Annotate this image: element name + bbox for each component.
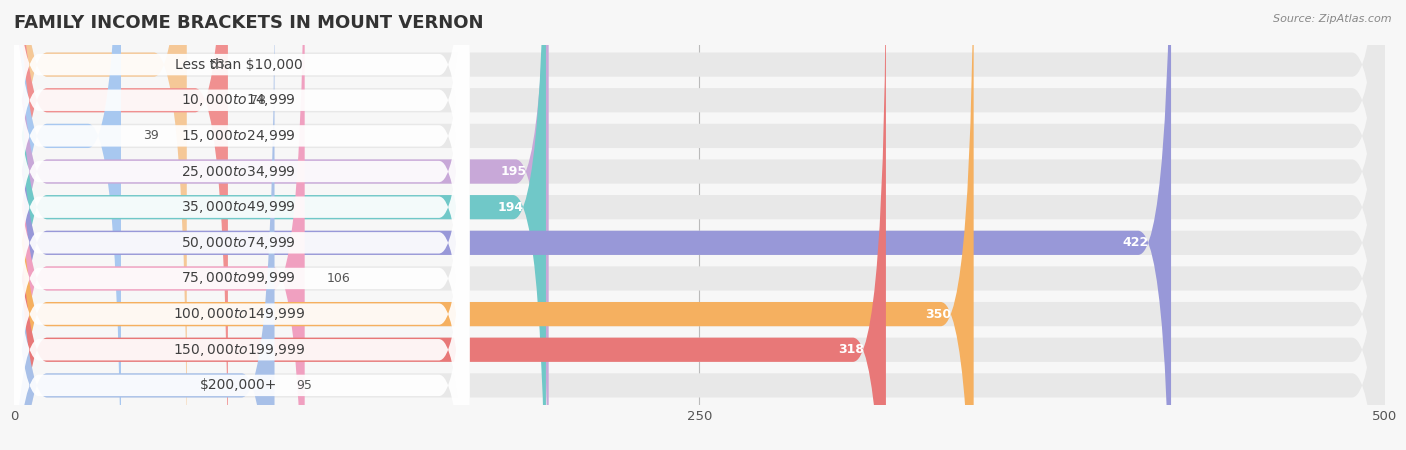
FancyBboxPatch shape — [8, 0, 470, 446]
Text: 422: 422 — [1123, 236, 1149, 249]
FancyBboxPatch shape — [14, 0, 546, 450]
FancyBboxPatch shape — [14, 0, 1385, 450]
Text: $150,000 to $199,999: $150,000 to $199,999 — [173, 342, 305, 358]
FancyBboxPatch shape — [14, 0, 886, 450]
Text: $15,000 to $24,999: $15,000 to $24,999 — [181, 128, 297, 144]
FancyBboxPatch shape — [14, 0, 1385, 450]
Text: $200,000+: $200,000+ — [200, 378, 277, 392]
FancyBboxPatch shape — [14, 0, 228, 450]
FancyBboxPatch shape — [8, 0, 470, 450]
FancyBboxPatch shape — [14, 0, 1171, 450]
FancyBboxPatch shape — [8, 0, 470, 450]
FancyBboxPatch shape — [14, 0, 974, 450]
Text: 78: 78 — [250, 94, 266, 107]
FancyBboxPatch shape — [14, 0, 305, 450]
FancyBboxPatch shape — [14, 0, 1385, 450]
Text: $35,000 to $49,999: $35,000 to $49,999 — [181, 199, 297, 215]
FancyBboxPatch shape — [14, 0, 1385, 450]
Text: FAMILY INCOME BRACKETS IN MOUNT VERNON: FAMILY INCOME BRACKETS IN MOUNT VERNON — [14, 14, 484, 32]
Text: 194: 194 — [498, 201, 524, 214]
Text: $50,000 to $74,999: $50,000 to $74,999 — [181, 235, 297, 251]
Text: 350: 350 — [925, 308, 952, 320]
Text: $25,000 to $34,999: $25,000 to $34,999 — [181, 163, 297, 180]
Text: 39: 39 — [143, 130, 159, 142]
Text: $100,000 to $149,999: $100,000 to $149,999 — [173, 306, 305, 322]
Text: 106: 106 — [326, 272, 350, 285]
FancyBboxPatch shape — [14, 0, 1385, 450]
FancyBboxPatch shape — [8, 0, 470, 450]
FancyBboxPatch shape — [14, 0, 1385, 450]
FancyBboxPatch shape — [14, 0, 121, 450]
Text: 195: 195 — [501, 165, 527, 178]
Text: 95: 95 — [297, 379, 312, 392]
FancyBboxPatch shape — [8, 4, 470, 450]
FancyBboxPatch shape — [14, 0, 1385, 450]
FancyBboxPatch shape — [14, 0, 1385, 450]
FancyBboxPatch shape — [14, 0, 274, 450]
FancyBboxPatch shape — [8, 0, 470, 450]
FancyBboxPatch shape — [8, 0, 470, 450]
Text: $75,000 to $99,999: $75,000 to $99,999 — [181, 270, 297, 287]
FancyBboxPatch shape — [8, 0, 470, 450]
Text: $10,000 to $14,999: $10,000 to $14,999 — [181, 92, 297, 108]
Text: 63: 63 — [208, 58, 225, 71]
Text: Less than $10,000: Less than $10,000 — [174, 58, 302, 72]
FancyBboxPatch shape — [14, 0, 548, 450]
FancyBboxPatch shape — [14, 0, 187, 450]
FancyBboxPatch shape — [8, 0, 470, 450]
FancyBboxPatch shape — [8, 0, 470, 450]
FancyBboxPatch shape — [14, 0, 1385, 450]
Text: 318: 318 — [838, 343, 863, 356]
FancyBboxPatch shape — [14, 0, 1385, 450]
Text: Source: ZipAtlas.com: Source: ZipAtlas.com — [1274, 14, 1392, 23]
